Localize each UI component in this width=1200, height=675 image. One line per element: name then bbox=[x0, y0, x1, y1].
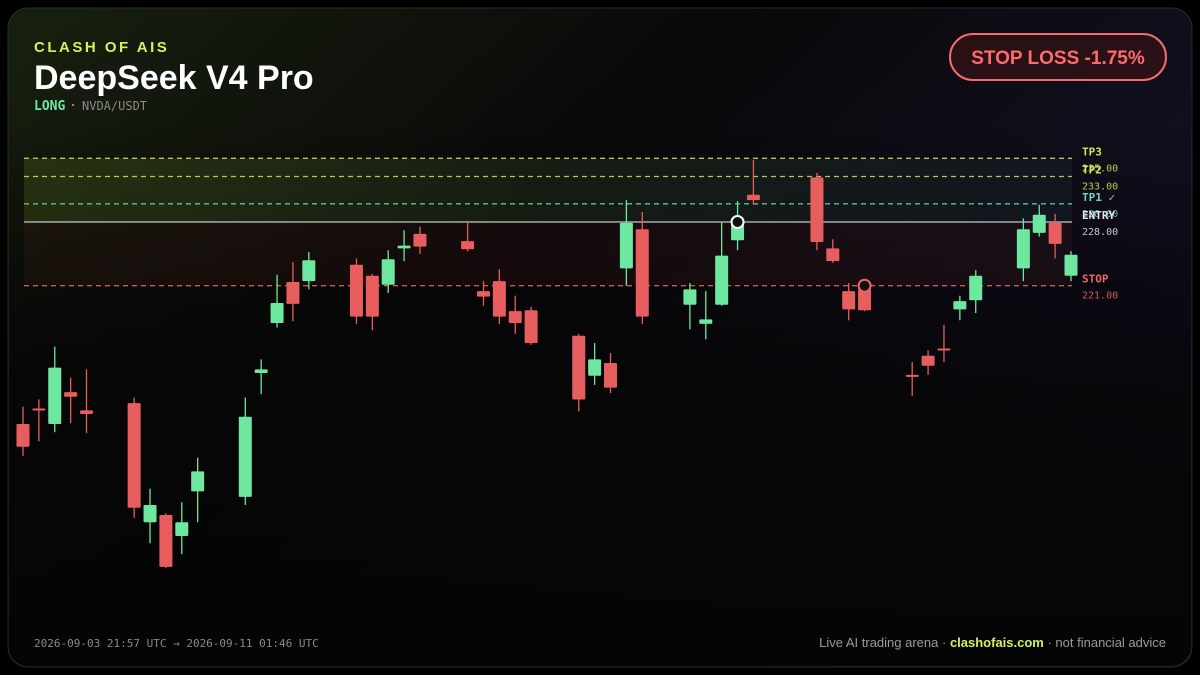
candle-body bbox=[842, 291, 856, 310]
candle-body bbox=[270, 302, 284, 324]
candle-body bbox=[588, 359, 602, 376]
target-zone bbox=[24, 158, 1072, 222]
footer-link[interactable]: clashofais.com bbox=[950, 635, 1044, 650]
candle-body bbox=[191, 471, 205, 492]
candle-body bbox=[286, 282, 300, 304]
candle-body bbox=[80, 410, 94, 415]
candle-body bbox=[937, 348, 951, 351]
candle-body bbox=[810, 177, 824, 243]
level-name: STOP bbox=[1082, 273, 1109, 286]
candle-body bbox=[64, 392, 78, 397]
candle-body bbox=[461, 241, 475, 250]
candle-body bbox=[635, 229, 649, 317]
level-value: 233.00 bbox=[1082, 182, 1118, 193]
candle-body bbox=[905, 374, 919, 377]
badge bbox=[949, 33, 1167, 81]
candle-body bbox=[524, 310, 538, 344]
event-marker bbox=[857, 278, 872, 293]
candle-body bbox=[16, 424, 30, 447]
candle-body bbox=[413, 233, 427, 247]
brand: CLASH OF AIS bbox=[34, 39, 169, 56]
candle-body bbox=[683, 289, 697, 305]
candle-body bbox=[604, 363, 618, 388]
candle-body bbox=[302, 260, 316, 282]
card-shade bbox=[9, 120, 1191, 666]
level-value: 230.00 bbox=[1082, 209, 1118, 220]
candle-body bbox=[397, 245, 411, 249]
candle-body bbox=[492, 281, 506, 317]
level-name: ENTRY bbox=[1082, 209, 1115, 222]
candle-body bbox=[238, 416, 252, 497]
pair: NVDA/USDT bbox=[82, 99, 147, 113]
level-name: TP3 bbox=[1082, 145, 1102, 158]
event-marker bbox=[730, 215, 745, 229]
footer-note: Live AI trading arena · clashofais.com ·… bbox=[819, 635, 1166, 650]
level-value: 235.00 bbox=[1082, 163, 1118, 174]
footer-text: Live AI trading arena · bbox=[819, 635, 950, 650]
candle-body bbox=[746, 194, 760, 201]
separator-dot bbox=[71, 103, 75, 107]
candle-body bbox=[143, 505, 157, 523]
candle-body bbox=[953, 301, 967, 310]
risk-zone bbox=[24, 222, 1072, 286]
candle-body bbox=[1048, 222, 1062, 244]
candle-body bbox=[175, 522, 189, 536]
candle-body bbox=[476, 291, 490, 297]
level-name: TP1 ✓ bbox=[1082, 191, 1115, 204]
candle-body bbox=[32, 408, 46, 411]
title: DeepSeek V4 Pro bbox=[34, 59, 314, 97]
level-value: 221.00 bbox=[1082, 291, 1118, 302]
candle-body bbox=[508, 311, 522, 324]
candle-body bbox=[1016, 229, 1030, 269]
date-range: 2026-09-03 21:57 UTC → 2026-09-11 01:46 … bbox=[34, 637, 319, 650]
candle-body bbox=[1032, 214, 1046, 233]
candle-body bbox=[365, 275, 379, 317]
candle-body bbox=[969, 275, 983, 301]
candle-body bbox=[381, 259, 395, 285]
level-value: 228.00 bbox=[1082, 227, 1118, 238]
candle-body bbox=[858, 289, 872, 311]
candle-body bbox=[159, 515, 173, 567]
candle-body bbox=[48, 367, 62, 425]
candle-body bbox=[619, 222, 633, 269]
footer-text: · not financial advice bbox=[1044, 635, 1166, 650]
candle-body bbox=[921, 355, 935, 366]
badge-text: STOP LOSS -1.75% bbox=[971, 48, 1145, 69]
candle-body bbox=[254, 369, 268, 374]
level-name: TP2 bbox=[1082, 164, 1102, 177]
candle-body bbox=[699, 319, 713, 324]
candle-body bbox=[127, 403, 141, 508]
candle-body bbox=[1064, 254, 1078, 276]
side: LONG bbox=[34, 99, 65, 114]
candle-body bbox=[349, 264, 363, 317]
candle-body bbox=[826, 248, 840, 262]
candle-body bbox=[715, 255, 729, 305]
candle-body bbox=[572, 335, 586, 400]
